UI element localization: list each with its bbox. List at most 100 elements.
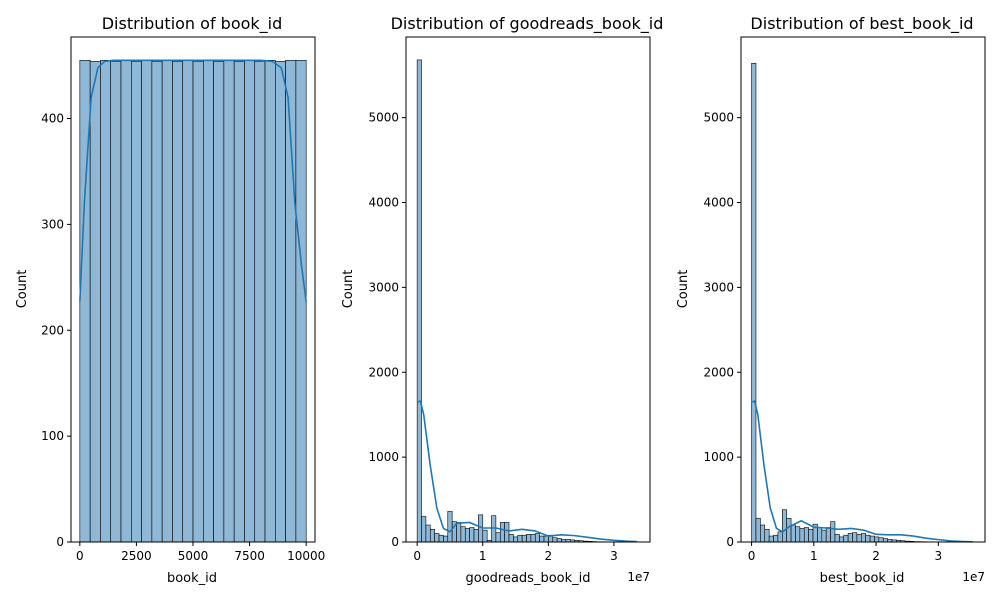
x-axis-label: book_id bbox=[167, 571, 217, 586]
histogram-bar bbox=[540, 536, 544, 542]
bars-group bbox=[752, 63, 971, 542]
histogram-bar bbox=[756, 518, 760, 542]
histogram-bar bbox=[809, 529, 813, 542]
x-tick-label: 1 bbox=[810, 549, 818, 563]
histogram-bar bbox=[853, 533, 857, 542]
x-tick-label: 2500 bbox=[121, 549, 152, 563]
histogram-bar bbox=[774, 535, 778, 542]
chart-title: Distribution of goodreads_book_id bbox=[391, 14, 664, 34]
histogram-bar bbox=[203, 60, 213, 542]
histogram-bar bbox=[879, 538, 883, 542]
y-tick-label: 4000 bbox=[368, 196, 399, 210]
histogram-bar bbox=[800, 528, 804, 542]
histogram-bar bbox=[787, 518, 791, 542]
y-tick-label: 4000 bbox=[703, 196, 734, 210]
x-tick-label: 5000 bbox=[178, 549, 209, 563]
histogram-bar bbox=[461, 527, 465, 542]
histogram-bar bbox=[535, 534, 539, 542]
y-tick-label: 100 bbox=[41, 429, 64, 443]
histogram-bar bbox=[835, 534, 839, 542]
x-tick-label: 7500 bbox=[234, 549, 265, 563]
y-tick-label: 2000 bbox=[703, 365, 734, 379]
x-offset-label: 1e7 bbox=[627, 570, 650, 584]
histogram-bar bbox=[769, 536, 773, 542]
x-tick-label: 0 bbox=[748, 549, 756, 563]
bars-group bbox=[417, 60, 636, 542]
x-tick-label: 0 bbox=[413, 549, 421, 563]
y-tick-label: 0 bbox=[726, 535, 734, 549]
histogram-bar bbox=[791, 525, 795, 542]
histogram-panel-goodreads-book-id: Distribution of goodreads_book_id goodre… bbox=[341, 14, 663, 586]
histogram-bar bbox=[430, 529, 434, 542]
histogram-bar bbox=[505, 522, 509, 542]
histogram-bar bbox=[111, 61, 121, 542]
histogram-bar bbox=[804, 528, 808, 542]
histogram-bar bbox=[131, 61, 141, 542]
y-tick-label: 0 bbox=[391, 535, 399, 549]
histogram-bar bbox=[142, 60, 152, 542]
histogram-bar bbox=[826, 528, 830, 542]
histogram-bar bbox=[224, 60, 234, 542]
y-tick-label: 3000 bbox=[703, 280, 734, 294]
histogram-bar bbox=[426, 525, 430, 542]
histogram-bar bbox=[861, 534, 865, 542]
histogram-bar bbox=[883, 539, 887, 542]
histogram-bar bbox=[870, 536, 874, 542]
bars-group bbox=[80, 60, 306, 542]
x-tick-label: 0 bbox=[76, 549, 84, 563]
chart-title: Distribution of best_book_id bbox=[750, 14, 973, 34]
histogram-bar bbox=[234, 61, 244, 542]
histogram-bar bbox=[465, 528, 469, 542]
histogram-bar bbox=[500, 522, 504, 542]
x-axis-label: goodreads_book_id bbox=[465, 571, 590, 586]
x-tick-label: 1 bbox=[479, 549, 487, 563]
y-tick-label: 300 bbox=[41, 217, 64, 231]
y-tick-label: 3000 bbox=[368, 280, 399, 294]
y-tick-label: 1000 bbox=[703, 450, 734, 464]
histogram-bar bbox=[275, 61, 285, 542]
x-offset-label: 1e7 bbox=[962, 570, 985, 584]
histogram-bar bbox=[752, 63, 756, 542]
axes-frame bbox=[406, 37, 650, 542]
x-tick-label: 3 bbox=[934, 549, 942, 563]
chart-title: Distribution of book_id bbox=[102, 14, 283, 34]
histogram-bar bbox=[172, 61, 182, 542]
histogram-bar bbox=[121, 60, 131, 542]
histogram-bar bbox=[214, 61, 224, 542]
histogram-bar bbox=[866, 535, 870, 542]
histogram-bar bbox=[470, 528, 474, 542]
y-tick-label: 5000 bbox=[368, 111, 399, 125]
y-axis-label: Count bbox=[341, 270, 356, 309]
histogram-bar bbox=[544, 536, 548, 542]
histogram-bar bbox=[839, 537, 843, 542]
histogram-bar bbox=[760, 525, 764, 542]
y-tick-label: 2000 bbox=[368, 365, 399, 379]
x-ticks-group: 0 2500 5000 7500 10000 bbox=[76, 542, 325, 563]
x-tick-label: 10000 bbox=[287, 549, 325, 563]
y-axis-label: Count bbox=[676, 270, 691, 309]
histogram-panel-best-book-id: Distribution of best_book_id best_book_i… bbox=[676, 14, 985, 586]
histogram-bar bbox=[492, 516, 496, 542]
histogram-bar bbox=[844, 535, 848, 542]
histogram-bar bbox=[152, 61, 162, 542]
histogram-bar bbox=[513, 537, 517, 542]
histogram-bar bbox=[100, 60, 110, 542]
histogram-bar bbox=[422, 517, 426, 542]
histogram-bar bbox=[435, 534, 439, 542]
histogram-bar bbox=[782, 510, 786, 542]
histogram-bar bbox=[296, 60, 306, 542]
histogram-bar bbox=[417, 60, 421, 542]
histogram-bar bbox=[522, 535, 526, 542]
x-axis-label: best_book_id bbox=[820, 571, 905, 586]
histogram-bar bbox=[553, 538, 557, 542]
histogram-bar bbox=[448, 511, 452, 542]
histogram-bar bbox=[557, 539, 561, 542]
histogram-bar bbox=[874, 537, 878, 542]
